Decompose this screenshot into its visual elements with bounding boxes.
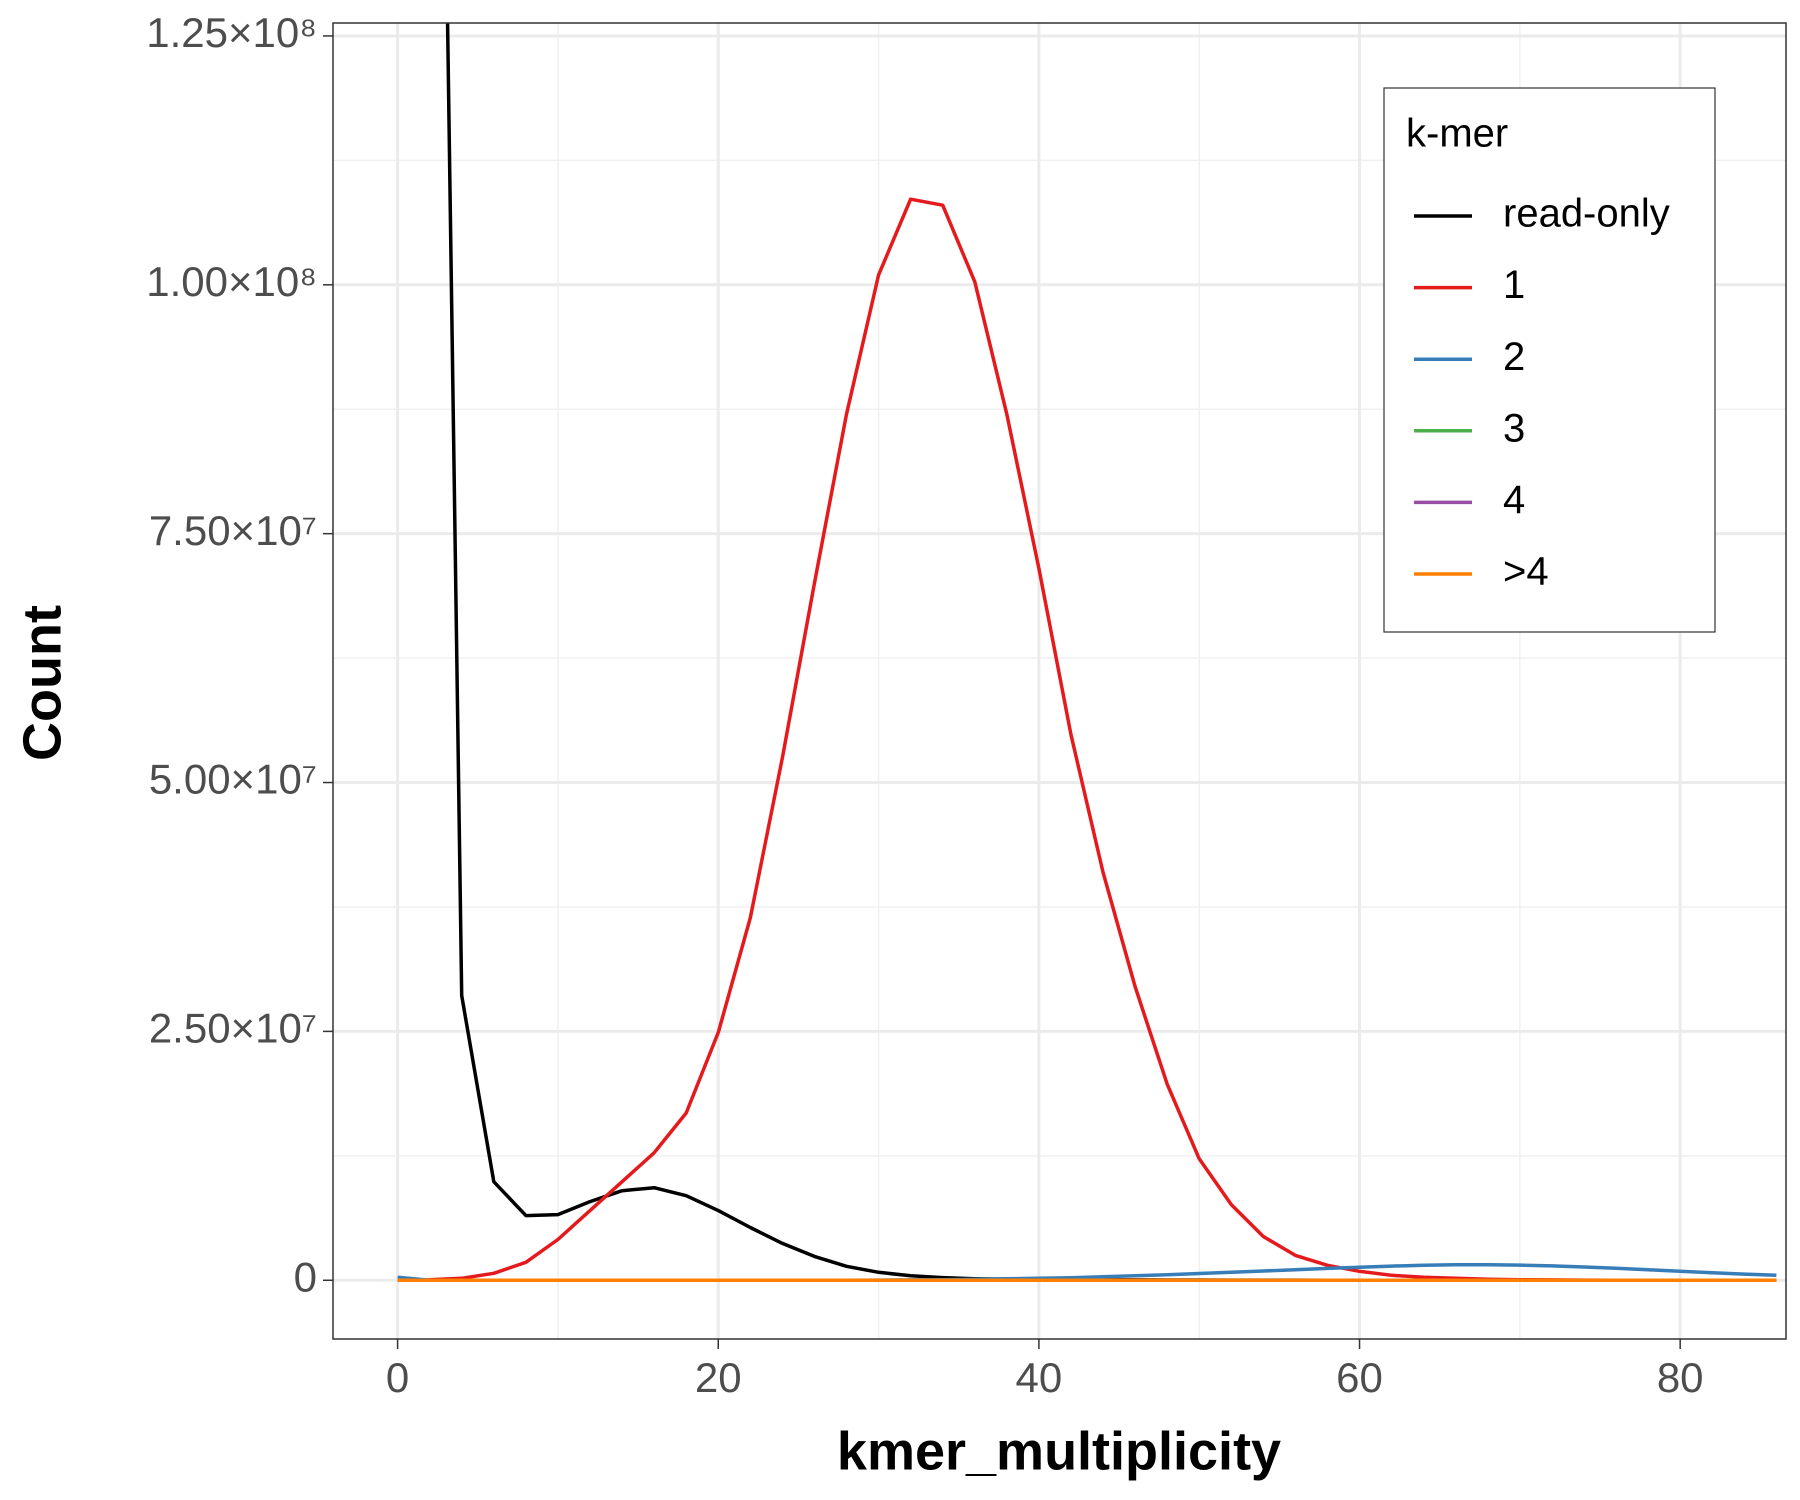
- y-tick-label: 1.25×10⁸: [146, 9, 317, 56]
- legend-label: 2: [1503, 335, 1525, 379]
- legend-label: read-only: [1503, 192, 1670, 236]
- legend-label: 3: [1503, 406, 1525, 450]
- x-tick-label: 60: [1336, 1354, 1383, 1401]
- legend-label: 4: [1503, 478, 1525, 522]
- y-axis-title: Count: [12, 605, 72, 761]
- plot-border: [332, 22, 1787, 1340]
- legend-label: >4: [1503, 550, 1549, 594]
- lines: [397, 23, 1777, 1283]
- x-axis-title: kmer_multiplicity: [837, 1421, 1281, 1481]
- x-tick-label: 80: [1657, 1354, 1704, 1401]
- x-tick-label: 0: [386, 1354, 409, 1401]
- y-tick-label: 5.00×10⁷: [149, 756, 317, 803]
- axes: 0 20 40 60 80 0 2.50×10⁷ 5.00×10⁷ 7.50×10⁷ 1.00×1…: [146, 9, 1703, 1401]
- x-tick-label: 20: [695, 1354, 742, 1401]
- legend: k-mer read-only 1 2 3 4 >4: [1383, 87, 1716, 633]
- y-tick-label: 1.00×10⁸: [146, 258, 317, 305]
- x-tick-label: 40: [1016, 1354, 1063, 1401]
- y-tick-label: 0: [294, 1253, 317, 1300]
- legend-label: 1: [1503, 263, 1525, 307]
- y-tick-label: 2.50×10⁷: [149, 1004, 317, 1051]
- legend-title: k-mer: [1406, 112, 1508, 156]
- y-tick-label: 7.50×10⁷: [149, 507, 317, 554]
